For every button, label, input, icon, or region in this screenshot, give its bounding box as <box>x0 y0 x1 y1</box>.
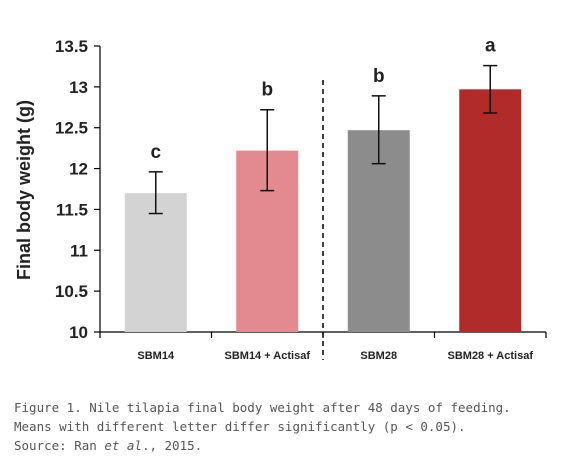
y-tick-label: 12.5 <box>55 119 88 138</box>
caption-line-2: Means with different letter differ signi… <box>14 419 466 434</box>
caption-line-3: Source: Ran et al., 2015. <box>14 436 559 455</box>
y-axis: 10 10.5 11 11.5 12 12.5 13 13.5 <box>55 37 101 342</box>
significance-letters: c b b a <box>150 36 496 163</box>
bar-chart: Final body weight (g) 10 10.5 11 11.5 12 12.5… <box>14 36 547 362</box>
y-tick-label: 10.5 <box>55 282 88 301</box>
category-label: SBM14 + Actisaf <box>225 350 311 362</box>
y-tick-label: 11.5 <box>56 200 88 219</box>
significance-letter: b <box>373 66 385 87</box>
significance-letter: b <box>261 80 273 101</box>
bar <box>459 89 522 333</box>
caption-source-prefix: Source: Ran <box>14 438 105 453</box>
bar <box>124 193 187 332</box>
category-labels: SBM14 SBM14 + Actisaf SBM28 SBM28 + Actisaf <box>137 350 533 362</box>
y-tick-label: 13 <box>69 78 88 97</box>
caption-source-italic: et al <box>104 438 142 453</box>
figure-caption: Figure 1. Nile tilapia final body weight… <box>14 398 559 455</box>
category-label: SBM28 <box>360 350 397 362</box>
caption-line-1: Figure 1. Nile tilapia final body weight… <box>14 400 511 415</box>
y-tick-label: 10 <box>69 323 88 342</box>
y-axis-label: Final body weight (g) <box>14 100 34 280</box>
y-tick-label: 11 <box>70 241 88 260</box>
significance-letter: a <box>485 36 496 57</box>
category-label: SBM14 <box>137 350 175 362</box>
error-bars <box>148 64 498 215</box>
caption-source-suffix: ., 2015. <box>141 438 203 453</box>
y-tick-label: 12 <box>69 160 88 179</box>
significance-letter: c <box>150 142 161 163</box>
category-label: SBM28 + Actisaf <box>448 350 534 362</box>
y-tick-label: 13.5 <box>55 37 88 56</box>
